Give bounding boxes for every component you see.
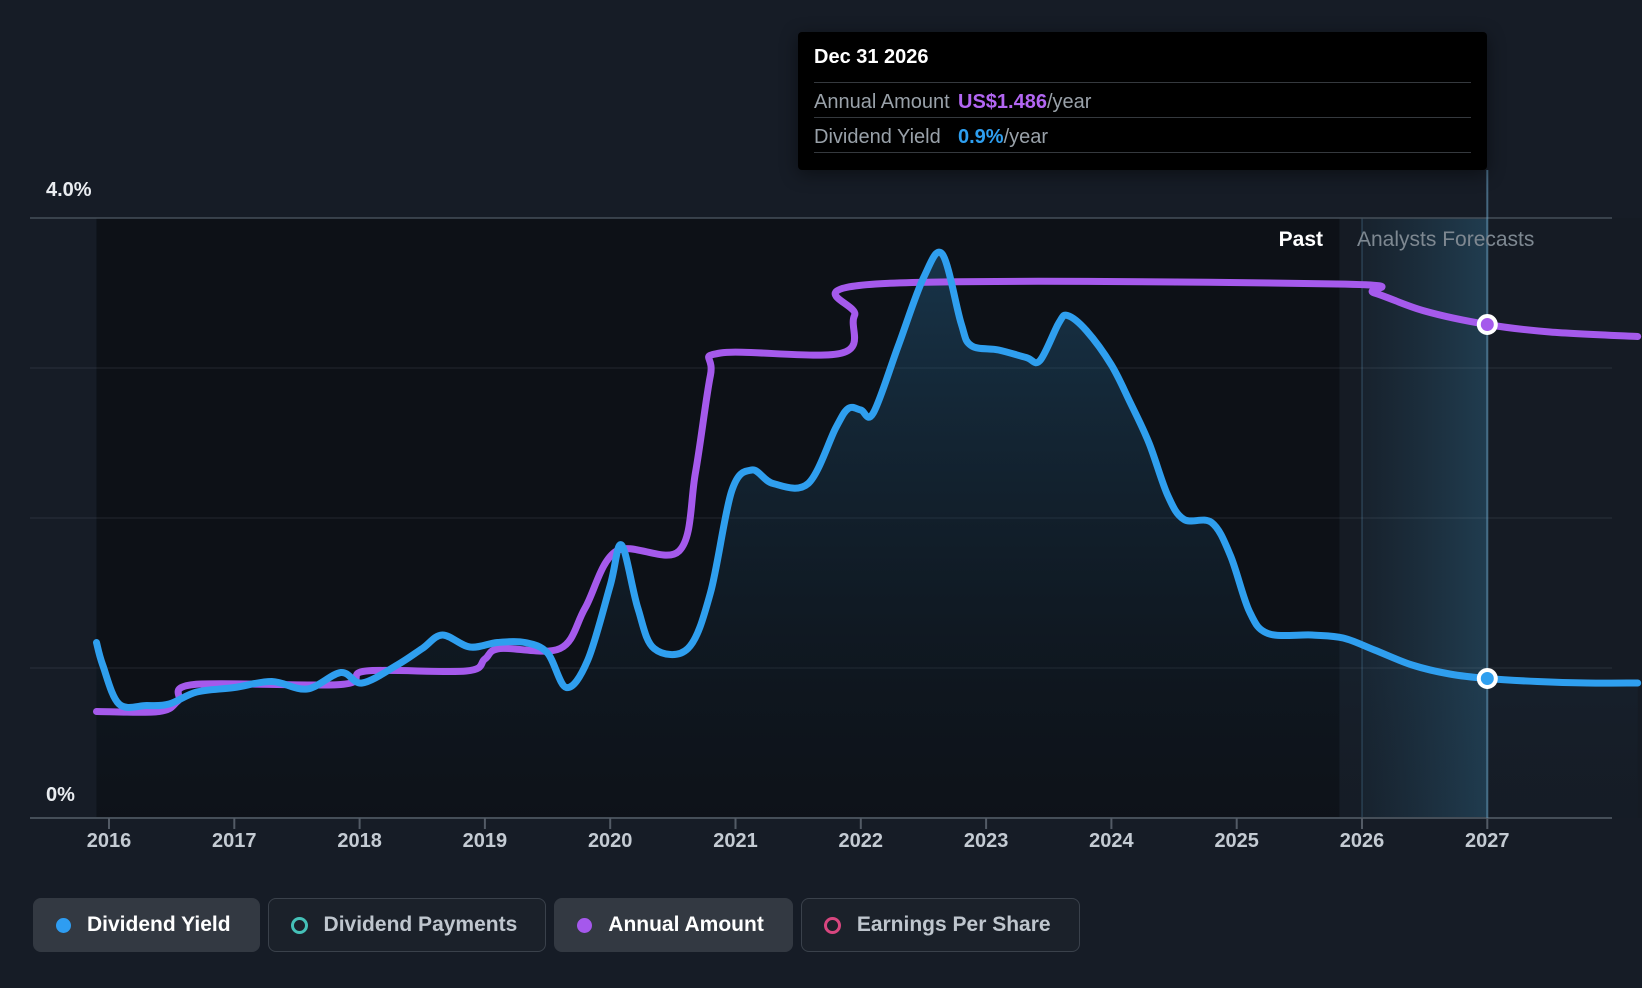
past-zone-label: Past bbox=[1278, 228, 1323, 251]
x-axis-label-2023: 2023 bbox=[963, 830, 1009, 852]
legend-chip-dividend-yield[interactable]: Dividend Yield bbox=[33, 898, 260, 952]
x-axis-label-2019: 2019 bbox=[462, 830, 508, 852]
legend-chip-label: Dividend Payments bbox=[323, 913, 518, 936]
x-axis-label-2027: 2027 bbox=[1465, 830, 1510, 852]
dividend-yield-line[interactable] bbox=[93, 248, 1642, 711]
tooltip-divider bbox=[814, 152, 1471, 153]
legend-chip-label: Dividend Yield bbox=[87, 913, 231, 936]
x-axis-label-2021: 2021 bbox=[713, 830, 758, 852]
legend-dot-icon bbox=[56, 917, 71, 933]
tooltip-divider bbox=[814, 117, 1471, 118]
hover-tooltip: Dec 31 2026 Annual Amount US$1.486/year Di… bbox=[798, 32, 1487, 170]
y-axis-label-zero: 0% bbox=[46, 784, 75, 806]
legend-ring-icon bbox=[823, 916, 841, 934]
analysts-forecasts-zone-label: Analysts Forecasts bbox=[1357, 228, 1535, 251]
x-axis-label-2018: 2018 bbox=[337, 830, 382, 852]
y-axis-label-top: 4.0% bbox=[46, 179, 92, 201]
x-axis-label-2020: 2020 bbox=[587, 830, 633, 852]
annual-amount-marker[interactable] bbox=[1476, 314, 1498, 335]
x-axis-label-2025: 2025 bbox=[1214, 830, 1259, 852]
tooltip-row-dividend-yield: Dividend Yield 0.9%/year bbox=[814, 120, 1471, 154]
tooltip-row-label: Dividend Yield bbox=[814, 126, 941, 148]
tooltip-row-suffix: /year bbox=[1003, 126, 1049, 148]
x-axis-label-2016: 2016 bbox=[86, 830, 132, 852]
legend-chip-dividend-payments[interactable]: Dividend Payments bbox=[267, 898, 547, 952]
legend-dot-icon bbox=[577, 917, 593, 933]
tooltip-row-label: Annual Amount bbox=[814, 91, 950, 113]
dividend-yield-marker[interactable] bbox=[1476, 668, 1498, 689]
legend: Dividend Yield Dividend Payments Annual Am… bbox=[33, 898, 1080, 952]
tooltip-divider bbox=[814, 82, 1471, 83]
x-axis-label-2022: 2022 bbox=[838, 830, 884, 852]
tooltip-row-value: US$1.486/year bbox=[958, 91, 1092, 113]
legend-chip-label: Earnings Per Share bbox=[856, 913, 1051, 936]
legend-chip-annual-amount[interactable]: Annual Amount bbox=[554, 898, 793, 952]
legend-chip-label: Annual Amount bbox=[608, 913, 764, 936]
tooltip-row-annual-amount: Annual Amount US$1.486/year bbox=[814, 85, 1471, 119]
tooltip-row-suffix: /year bbox=[1046, 91, 1092, 113]
x-axis-label-2024: 2024 bbox=[1089, 830, 1134, 852]
dividend-yield-area bbox=[96, 252, 1638, 819]
tooltip-date: Dec 31 2026 bbox=[814, 46, 929, 68]
legend-ring-icon bbox=[290, 916, 308, 934]
tooltip-row-value: 0.9%/year bbox=[958, 126, 1049, 148]
legend-chip-earnings-per-share[interactable]: Earnings Per Share bbox=[800, 898, 1080, 952]
x-axis-label-2026: 2026 bbox=[1339, 830, 1385, 852]
x-axis-label-2017: 2017 bbox=[212, 830, 257, 852]
